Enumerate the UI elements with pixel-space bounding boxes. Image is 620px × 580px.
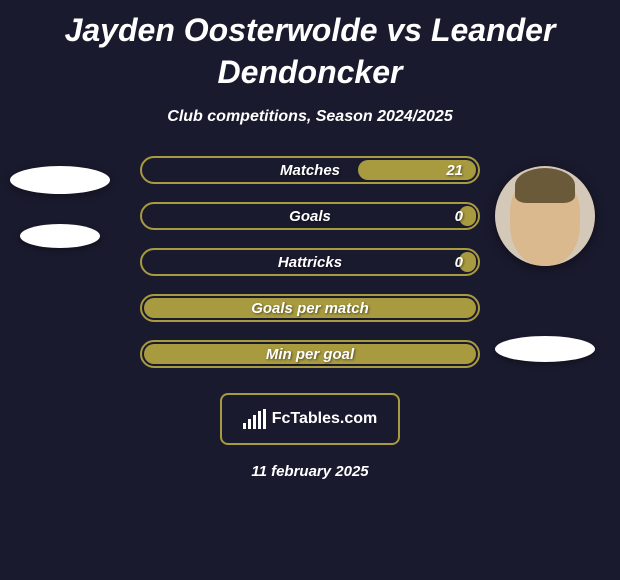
stat-bar: Min per goal: [140, 340, 480, 368]
player-left-name-placeholder: [20, 224, 100, 248]
player-left: [10, 166, 110, 248]
stat-value-right: 0: [455, 254, 463, 271]
logo-text: FcTables.com: [272, 410, 378, 428]
stat-label: Min per goal: [266, 346, 354, 363]
stat-label: Goals per match: [251, 300, 369, 317]
stat-label: Goals: [289, 208, 331, 225]
page-title: Jayden Oosterwolde vs Leander Dendoncker: [0, 0, 620, 93]
stat-label: Matches: [280, 162, 340, 179]
stat-label: Hattricks: [278, 254, 342, 271]
stat-bar: Hattricks 0: [140, 248, 480, 276]
subtitle: Club competitions, Season 2024/2025: [0, 108, 620, 126]
stat-bar: Matches 21: [140, 156, 480, 184]
stat-value-right: 21: [446, 162, 463, 179]
comparison-area: Matches 21 Goals 0 Hattricks 0 Goals per match…: [0, 156, 620, 368]
player-left-avatar-placeholder: [10, 166, 110, 194]
stat-bar: Goals per match: [140, 294, 480, 322]
player-right-avatar: [495, 166, 595, 266]
logo-chart-icon: [243, 409, 266, 429]
stat-bar: Goals 0: [140, 202, 480, 230]
stats-list: Matches 21 Goals 0 Hattricks 0 Goals per match…: [140, 156, 480, 368]
logo[interactable]: FcTables.com: [220, 393, 400, 445]
date-label: 11 february 2025: [0, 463, 620, 480]
player-right-name-placeholder: [495, 336, 595, 362]
stat-value-right: 0: [455, 208, 463, 225]
player-right: [495, 166, 595, 362]
